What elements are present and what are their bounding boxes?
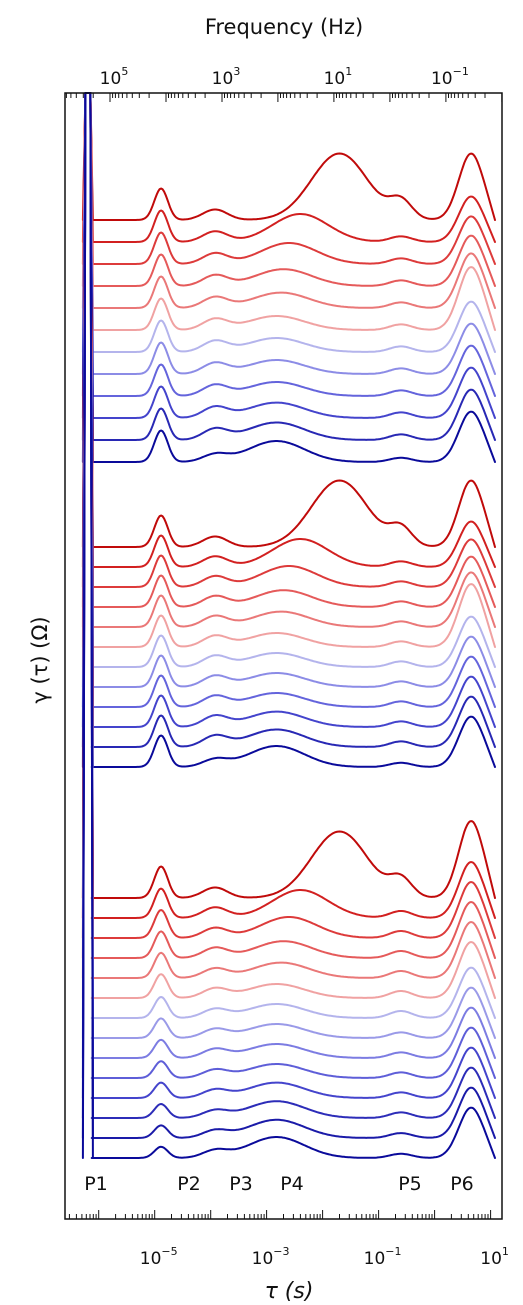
top-axis-title: Frequency (Hz) — [205, 15, 363, 39]
plot-frame — [64, 92, 503, 1220]
series-line — [90, 921, 496, 979]
series-line — [90, 479, 496, 548]
series-line — [90, 615, 496, 668]
curve-group — [90, 152, 496, 463]
series-line — [90, 901, 496, 959]
series-line — [90, 195, 496, 243]
series-line — [90, 986, 496, 1039]
bottom-tick-label: 10−5 — [140, 1245, 178, 1269]
series-line — [90, 234, 496, 287]
peak-label-p2: P2 — [177, 1173, 201, 1195]
series-line — [90, 675, 496, 728]
peak-label-p5: P5 — [398, 1173, 422, 1195]
series-line — [90, 715, 496, 768]
curve-group — [90, 479, 496, 768]
series-line — [90, 1086, 496, 1139]
series-line — [90, 1046, 496, 1099]
peak-label-p6: P6 — [450, 1173, 474, 1195]
series-line — [90, 571, 496, 628]
x-axis-title: τ (s) — [265, 1279, 314, 1304]
series-line — [90, 966, 496, 1019]
series-line — [90, 300, 496, 353]
bottom-tick-label: 10−1 — [364, 1245, 402, 1269]
series-line — [90, 555, 496, 608]
bottom-tick-label: 101 — [480, 1245, 509, 1269]
series-line — [90, 1006, 496, 1059]
tick-layer: 105 103 101 10−1 10−5 10−3 10−1 101 — [65, 65, 509, 1269]
series-line — [90, 820, 496, 899]
peak-label-p1: P1 — [84, 1173, 108, 1195]
series-line — [90, 583, 496, 648]
peak-label-layer: P1 P2 P3 P4 P5 P6 — [84, 1173, 474, 1195]
top-tick-label: 10−1 — [431, 65, 469, 89]
series-line — [90, 881, 496, 939]
series-line — [90, 266, 496, 331]
peak-label-p3: P3 — [229, 1173, 253, 1195]
series-line — [90, 520, 496, 568]
series-line — [90, 538, 496, 588]
curve-layer — [81, 92, 496, 1159]
curve-group — [90, 820, 496, 1159]
top-tick-label: 105 — [100, 65, 129, 89]
series-line — [90, 215, 496, 265]
series-line — [90, 1026, 496, 1079]
series-line — [90, 388, 496, 441]
series-line — [90, 635, 496, 688]
series-line — [90, 695, 496, 748]
y-axis-title: γ (τ) (Ω) — [28, 616, 52, 703]
top-tick-label: 103 — [212, 65, 241, 89]
bottom-tick-label: 10−3 — [252, 1245, 290, 1269]
series-line — [90, 366, 496, 419]
series-line — [90, 410, 496, 463]
series-line — [90, 655, 496, 708]
series-line — [90, 941, 496, 999]
series-line — [90, 344, 496, 397]
series-line — [90, 1106, 496, 1159]
series-line — [90, 322, 496, 375]
series-line — [90, 252, 496, 309]
series-line — [90, 152, 496, 221]
top-tick-label: 101 — [324, 65, 353, 89]
peak-label-p4: P4 — [280, 1173, 304, 1195]
series-line — [90, 861, 496, 919]
series-line — [90, 1066, 496, 1119]
